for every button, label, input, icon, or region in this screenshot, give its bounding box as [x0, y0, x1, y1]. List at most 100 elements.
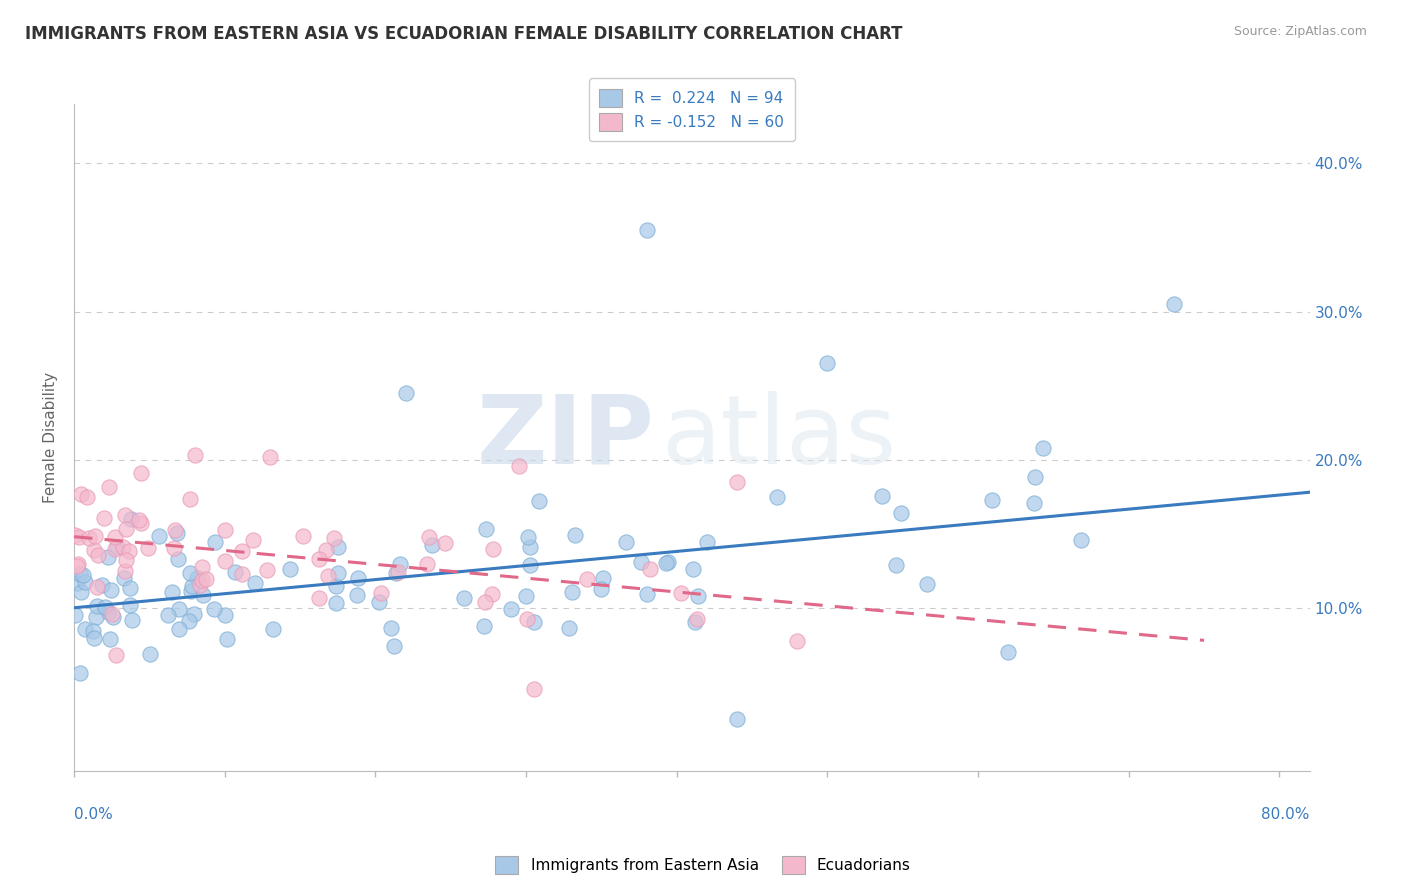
- Point: [156, 607, 179, 622]
- Point: [384, 566, 406, 580]
- Point: [519, 540, 541, 554]
- Point: [387, 566, 409, 580]
- Point: [884, 558, 907, 573]
- Point: [167, 622, 190, 636]
- Point: [815, 356, 838, 370]
- Point: [564, 528, 586, 542]
- Point: [188, 578, 211, 592]
- Point: [215, 632, 238, 647]
- Point: [474, 595, 496, 609]
- Text: 0.0%: 0.0%: [75, 807, 112, 822]
- Point: [112, 541, 135, 555]
- Point: [79, 532, 101, 546]
- Point: [98, 632, 121, 646]
- Point: [1022, 496, 1045, 510]
- Point: [82, 624, 104, 638]
- Point: [63, 528, 86, 542]
- Point: [86, 599, 108, 613]
- Point: [515, 589, 537, 603]
- Point: [93, 510, 115, 524]
- Point: [69, 666, 91, 681]
- Point: [325, 596, 347, 610]
- Point: [516, 530, 538, 544]
- Point: [682, 562, 704, 576]
- Point: [183, 448, 205, 462]
- Point: [346, 588, 368, 602]
- Point: [66, 557, 89, 571]
- Text: ZIP: ZIP: [477, 391, 655, 484]
- Point: [325, 579, 347, 593]
- Point: [179, 491, 201, 506]
- Point: [315, 542, 337, 557]
- Point: [69, 487, 91, 501]
- Point: [120, 512, 142, 526]
- Point: [231, 544, 253, 558]
- Point: [118, 599, 141, 613]
- Legend: Immigrants from Eastern Asia, Ecuadorians: Immigrants from Eastern Asia, Ecuadorian…: [489, 850, 917, 880]
- Point: [368, 595, 391, 609]
- Point: [63, 607, 86, 622]
- Point: [328, 566, 350, 580]
- Point: [786, 633, 808, 648]
- Point: [686, 612, 709, 626]
- Point: [97, 549, 120, 564]
- Point: [516, 612, 538, 626]
- Point: [128, 513, 150, 527]
- Point: [115, 522, 138, 536]
- Point: [482, 541, 505, 556]
- Point: [183, 607, 205, 621]
- Point: [686, 589, 709, 603]
- Point: [508, 458, 530, 473]
- Point: [370, 586, 392, 600]
- Point: [382, 639, 405, 653]
- Point: [475, 522, 498, 536]
- Point: [980, 493, 1002, 508]
- Point: [83, 543, 105, 558]
- Point: [685, 615, 707, 629]
- Point: [481, 587, 503, 601]
- Point: [262, 622, 284, 636]
- Point: [100, 583, 122, 598]
- Point: [308, 551, 330, 566]
- Point: [83, 631, 105, 645]
- Point: [326, 541, 349, 555]
- Point: [72, 567, 94, 582]
- Point: [97, 605, 120, 619]
- Point: [415, 557, 437, 571]
- Point: [316, 569, 339, 583]
- Point: [90, 578, 112, 592]
- Point: [160, 584, 183, 599]
- Point: [114, 564, 136, 578]
- Point: [243, 576, 266, 591]
- Point: [657, 556, 679, 570]
- Point: [591, 582, 613, 596]
- Legend: R =  0.224   N = 94, R = -0.152   N = 60: R = 0.224 N = 94, R = -0.152 N = 60: [589, 78, 794, 141]
- Point: [472, 619, 495, 633]
- Point: [186, 571, 208, 585]
- Point: [291, 529, 314, 543]
- Point: [163, 541, 186, 555]
- Point: [104, 530, 127, 544]
- Point: [87, 548, 110, 562]
- Point: [242, 533, 264, 548]
- Text: Source: ZipAtlas.com: Source: ZipAtlas.com: [1233, 25, 1367, 38]
- Point: [308, 591, 330, 605]
- Point: [190, 573, 212, 587]
- Point: [214, 554, 236, 568]
- Point: [592, 571, 614, 585]
- Point: [1024, 470, 1046, 484]
- Point: [725, 712, 748, 726]
- Point: [204, 534, 226, 549]
- Point: [66, 559, 89, 574]
- Point: [129, 466, 152, 480]
- Point: [75, 622, 97, 636]
- Point: [148, 529, 170, 543]
- Point: [1070, 533, 1092, 547]
- Point: [394, 386, 416, 401]
- Point: [561, 584, 583, 599]
- Point: [523, 615, 546, 630]
- Point: [136, 541, 159, 555]
- Point: [139, 647, 162, 661]
- Point: [389, 557, 412, 571]
- Point: [636, 587, 658, 601]
